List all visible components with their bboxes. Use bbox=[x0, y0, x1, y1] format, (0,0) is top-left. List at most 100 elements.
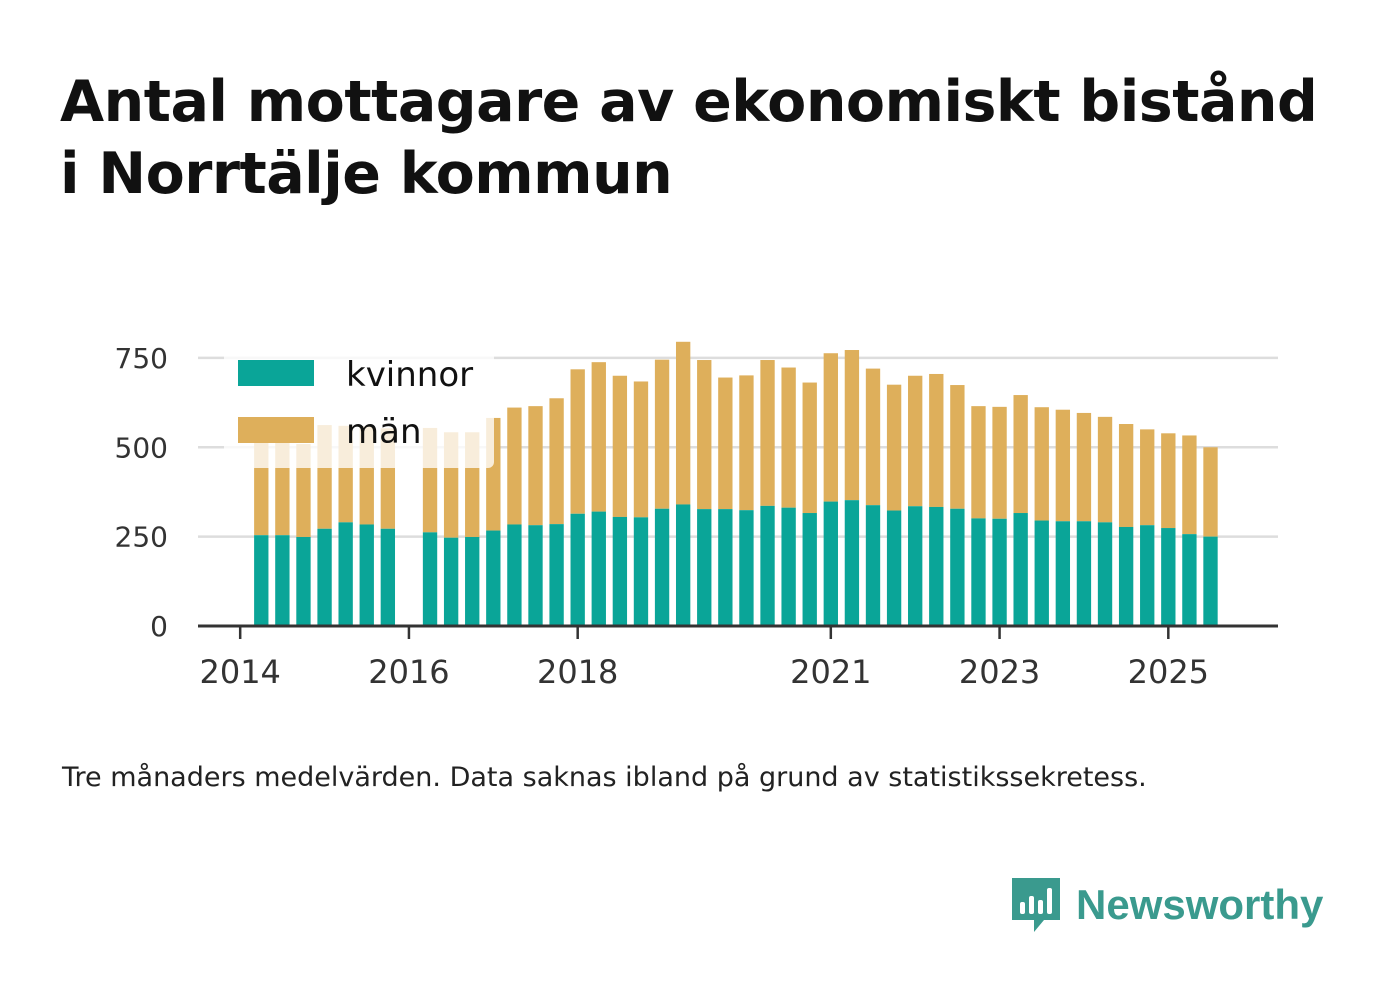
bar-kvinnor bbox=[254, 535, 269, 626]
x-tick-label: 2014 bbox=[199, 653, 280, 691]
y-tick-label: 750 bbox=[115, 342, 168, 375]
bar-kvinnor bbox=[823, 501, 838, 626]
bar-man bbox=[1140, 429, 1155, 526]
bar-man bbox=[971, 406, 986, 519]
bar-man bbox=[823, 353, 838, 502]
bar-man bbox=[929, 373, 944, 507]
x-tick-label: 2021 bbox=[790, 653, 871, 691]
x-tick-label: 2018 bbox=[537, 653, 618, 691]
legend-label-man: män bbox=[346, 412, 422, 452]
bar-kvinnor bbox=[528, 525, 543, 626]
bar-man bbox=[760, 360, 775, 506]
bar-kvinnor bbox=[654, 508, 670, 626]
bar-man bbox=[1034, 407, 1049, 521]
bar-kvinnor bbox=[507, 524, 522, 626]
bar-man bbox=[1097, 416, 1113, 523]
bar-kvinnor bbox=[612, 516, 628, 626]
bar-kvinnor bbox=[296, 536, 311, 626]
bar-man bbox=[633, 381, 649, 518]
bar-kvinnor bbox=[422, 532, 438, 626]
bar-kvinnor bbox=[1055, 521, 1071, 626]
bar-man bbox=[697, 360, 712, 510]
bar-man bbox=[802, 382, 817, 514]
bar-man bbox=[1013, 395, 1028, 514]
bar-kvinnor bbox=[697, 509, 712, 626]
bar-man bbox=[865, 368, 881, 506]
chart-footnote: Tre månaders medelvärden. Data saknas ib… bbox=[62, 762, 1147, 793]
bar-kvinnor bbox=[802, 513, 817, 626]
bar-kvinnor bbox=[443, 537, 459, 626]
bar-kvinnor bbox=[739, 510, 754, 626]
bar-man bbox=[718, 377, 733, 510]
chart-title-line-1: Antal mottagare av ekonomiskt bistånd bbox=[60, 69, 1318, 135]
bar-kvinnor bbox=[570, 513, 585, 626]
bar-kvinnor bbox=[718, 509, 733, 626]
bar-kvinnor bbox=[1182, 534, 1197, 626]
bar-kvinnor bbox=[633, 517, 649, 626]
bar-man bbox=[675, 341, 691, 505]
bar-man bbox=[549, 398, 564, 525]
x-tick-label: 2016 bbox=[368, 653, 449, 691]
y-tick-label: 0 bbox=[150, 610, 168, 643]
bar-man bbox=[570, 369, 585, 514]
bar-man bbox=[1118, 424, 1134, 527]
stacked-bar-chart: 0 250 500 750 2014 2016 2018 2021 2023 2025 kvinno… bbox=[115, 341, 1278, 691]
legend-label-kvinnor: kvinnor bbox=[346, 355, 473, 395]
x-tick-label: 2023 bbox=[959, 653, 1040, 691]
bar-man bbox=[654, 359, 670, 509]
bar-man bbox=[528, 406, 543, 526]
bar-kvinnor bbox=[929, 506, 944, 626]
bar-kvinnor bbox=[1013, 513, 1028, 626]
bar-kvinnor bbox=[865, 505, 881, 626]
bar-man bbox=[739, 375, 754, 511]
bar-man bbox=[781, 367, 796, 508]
bar-kvinnor bbox=[950, 508, 965, 626]
bar-man bbox=[908, 375, 923, 507]
bar-kvinnor bbox=[486, 530, 501, 626]
bar-kvinnor bbox=[591, 511, 606, 626]
chart-title-line-2: i Norrtälje kommun bbox=[60, 141, 673, 207]
bar-kvinnor bbox=[338, 522, 353, 626]
bar-man bbox=[507, 407, 522, 525]
chart-title: Antal mottagare av ekonomiskt bistånd i … bbox=[60, 66, 1340, 210]
bar-kvinnor bbox=[675, 504, 691, 626]
bar-kvinnor bbox=[465, 536, 480, 626]
x-tick-label: 2025 bbox=[1128, 653, 1209, 691]
bar-kvinnor bbox=[1118, 526, 1134, 626]
bar-kvinnor bbox=[886, 510, 902, 626]
bar-kvinnor bbox=[781, 507, 796, 626]
bar-kvinnor bbox=[1076, 521, 1092, 626]
bar-man bbox=[844, 350, 860, 501]
bar-man bbox=[950, 385, 965, 509]
brand-logo: Newsworthy bbox=[1010, 876, 1323, 934]
bar-man bbox=[1203, 447, 1218, 537]
newsworthy-logo-icon bbox=[1012, 878, 1060, 932]
bar-kvinnor bbox=[359, 524, 374, 626]
legend-swatch-man bbox=[238, 417, 314, 443]
bar-man bbox=[1055, 409, 1071, 522]
bar-man bbox=[992, 406, 1007, 519]
bar-kvinnor bbox=[1140, 525, 1155, 626]
bar-kvinnor bbox=[908, 506, 923, 626]
bar-kvinnor bbox=[1203, 536, 1218, 626]
bar-kvinnor bbox=[1161, 528, 1176, 626]
bar-man bbox=[591, 362, 606, 512]
bar-kvinnor bbox=[992, 518, 1007, 626]
bar-kvinnor bbox=[971, 518, 986, 626]
bar-man bbox=[612, 375, 628, 517]
legend-swatch-kvinnor bbox=[238, 360, 314, 386]
y-tick-label: 250 bbox=[115, 521, 168, 554]
bar-kvinnor bbox=[275, 535, 290, 626]
brand-name: Newsworthy bbox=[1076, 881, 1324, 928]
bar-man bbox=[1076, 412, 1092, 522]
y-tick-label: 500 bbox=[115, 431, 168, 464]
bar-kvinnor bbox=[844, 500, 860, 626]
bar-kvinnor bbox=[1034, 520, 1049, 626]
bar-kvinnor bbox=[380, 528, 396, 626]
bar-kvinnor bbox=[760, 505, 775, 626]
bar-kvinnor bbox=[317, 528, 332, 626]
bar-man bbox=[1161, 433, 1176, 529]
bar-man bbox=[886, 384, 902, 511]
bar-man bbox=[1182, 435, 1197, 535]
bar-kvinnor bbox=[1097, 522, 1113, 626]
